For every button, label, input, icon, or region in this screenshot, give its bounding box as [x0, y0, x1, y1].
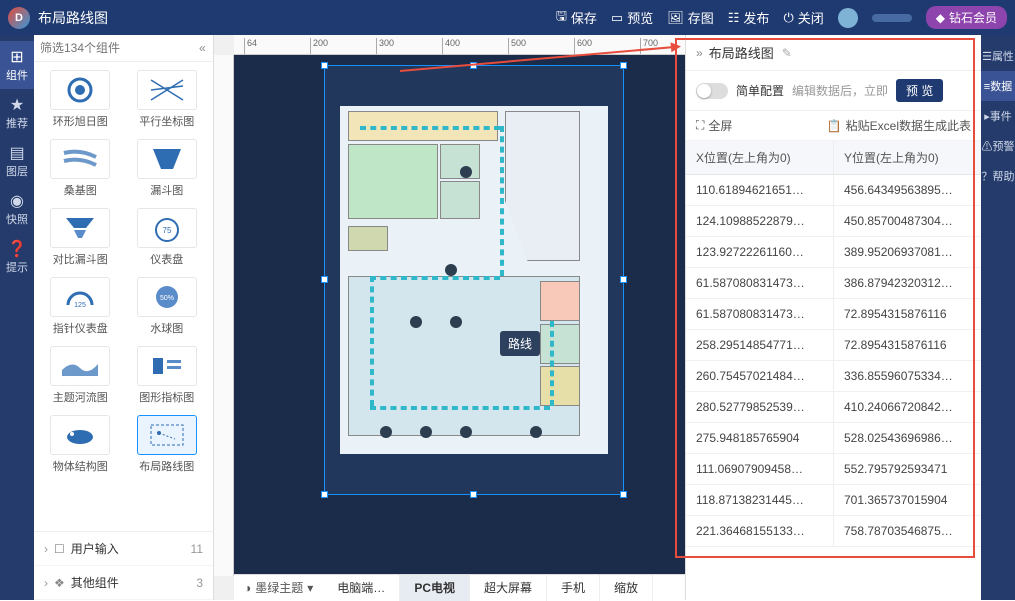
component-水球图[interactable]: 50%水球图	[125, 273, 210, 340]
device-tab-PC电视[interactable]: PC电视	[400, 575, 470, 601]
category-list: ›☐用户输入11›❖其他组件3	[34, 531, 213, 600]
toolbar-actions: 🖫 保存 ▭ 预览 🖼 存图 ☷ 发布 ⏻ 关闭 ◆ 钻石会员	[556, 6, 1007, 29]
svg-text:50%: 50%	[160, 295, 174, 302]
table-row[interactable]: 124.10988522879…450.85700487304…	[686, 206, 981, 237]
collapse-props-icon[interactable]: »	[696, 46, 703, 60]
component-图形指标图[interactable]: 图形指标图	[125, 342, 210, 409]
leftrail-推荐[interactable]: ★推荐	[0, 89, 34, 137]
filter-input[interactable]	[40, 41, 195, 55]
leftrail-快照[interactable]: ◉快照	[0, 185, 34, 233]
left-nav-rail: ⊞组件★推荐▤图层◉快照❓提示	[0, 35, 34, 600]
edit-title-icon[interactable]: ✎	[782, 46, 792, 60]
device-tab-bar: ◑ 墨绿主题 ▾ 电脑端…PC电视超大屏幕手机缩放	[234, 574, 685, 600]
right-nav-rail: ☰属性≡数据▸事件⚠预警？帮助	[981, 35, 1015, 600]
rightrail-属性[interactable]: ☰属性	[981, 41, 1015, 71]
table-row[interactable]: 123.92722261160…389.95206937081…	[686, 237, 981, 268]
table-row[interactable]: 61.587080831473…386.87942320312…	[686, 268, 981, 299]
preview-button[interactable]: ▭ 预览	[611, 8, 653, 27]
table-row[interactable]: 118.87138231445…701.365737015904	[686, 485, 981, 516]
device-tab-电脑端…[interactable]: 电脑端…	[323, 575, 400, 601]
rightrail-预警[interactable]: ⚠预警	[981, 131, 1015, 161]
table-row[interactable]: 260.75457021484…336.85596075334…	[686, 361, 981, 392]
category-其他组件[interactable]: ›❖其他组件3	[34, 566, 213, 600]
leftrail-提示[interactable]: ❓提示	[0, 233, 34, 281]
top-toolbar: D 布局路线图 🖫 保存 ▭ 预览 🖼 存图 ☷ 发布 ⏻ 关闭 ◆ 钻石会员	[0, 0, 1015, 35]
component-环形旭日图[interactable]: 环形旭日图	[38, 66, 123, 133]
collapse-panel-icon[interactable]: «	[195, 41, 210, 55]
table-row[interactable]: 111.06907909458…552.795792593471	[686, 454, 981, 485]
table-row[interactable]: 221.36468155133…758.78703546875…	[686, 516, 981, 547]
properties-panel: » 布局路线图 ✎ 简单配置 编辑数据后，立即 预 览 ⛶ 全屏 📋 粘贴Exc…	[685, 35, 981, 600]
rightrail-事件[interactable]: ▸事件	[981, 101, 1015, 131]
rightrail-数据[interactable]: ≡数据	[981, 71, 1015, 101]
svg-text:75: 75	[162, 226, 171, 235]
avatar[interactable]	[838, 8, 858, 28]
username-placeholder	[872, 14, 912, 22]
table-row[interactable]: 110.61894621651…456.64349563895…	[686, 175, 981, 206]
component-对比漏斗图[interactable]: 对比漏斗图	[38, 204, 123, 271]
component-漏斗图[interactable]: 漏斗图	[125, 135, 210, 202]
table-row[interactable]: 280.52779852539…410.24066720842…	[686, 392, 981, 423]
component-平行坐标图[interactable]: 平行坐标图	[125, 66, 210, 133]
props-title: 布局路线图	[709, 43, 774, 62]
leftrail-图层[interactable]: ▤图层	[0, 137, 34, 185]
config-hint: 编辑数据后，立即	[792, 82, 888, 99]
app-logo: D	[8, 7, 30, 29]
route-tooltip: 路线	[500, 331, 540, 356]
col-header-x[interactable]: X位置(左上角为0)	[686, 141, 834, 175]
component-指针仪表盘[interactable]: 125指针仪表盘	[38, 273, 123, 340]
toggle-label: 简单配置	[736, 82, 784, 99]
leftrail-组件[interactable]: ⊞组件	[0, 41, 34, 89]
component-桑基图[interactable]: 桑基图	[38, 135, 123, 202]
category-用户输入[interactable]: ›☐用户输入11	[34, 532, 213, 566]
component-filter: «	[34, 35, 213, 62]
device-tab-缩放[interactable]: 缩放	[600, 575, 653, 601]
simple-config-toggle[interactable]	[696, 83, 728, 99]
component-grid: 环形旭日图平行坐标图桑基图漏斗图对比漏斗图75仪表盘125指针仪表盘50%水球图…	[34, 62, 213, 531]
component-布局路线图[interactable]: 布局路线图	[125, 411, 210, 478]
device-tab-超大屏幕[interactable]: 超大屏幕	[470, 575, 547, 601]
table-row[interactable]: 258.29514854771…72.8954315876116	[686, 330, 981, 361]
saveimg-button[interactable]: 🖼 存图	[667, 8, 714, 27]
artboard[interactable]: 路线	[324, 65, 624, 495]
table-row[interactable]: 61.587080831473…72.8954315876116	[686, 299, 981, 330]
ruler-vertical	[214, 55, 234, 576]
page-title: 布局路线图	[38, 8, 108, 28]
component-主题河流图[interactable]: 主题河流图	[38, 342, 123, 409]
component-panel: « 环形旭日图平行坐标图桑基图漏斗图对比漏斗图75仪表盘125指针仪表盘50%水…	[34, 35, 214, 600]
component-仪表盘[interactable]: 75仪表盘	[125, 204, 210, 271]
device-tab-手机[interactable]: 手机	[547, 575, 600, 601]
paste-excel-link[interactable]: 📋 粘贴Excel数据生成此表	[827, 117, 971, 134]
component-物体结构图[interactable]: 物体结构图	[38, 411, 123, 478]
data-table: X位置(左上角为0) Y位置(左上角为0) 110.61894621651…45…	[686, 141, 981, 600]
floorplan: 路线	[340, 106, 608, 454]
theme-selector[interactable]: ◑ 墨绿主题 ▾	[234, 579, 323, 596]
svg-text:125: 125	[74, 302, 86, 309]
col-header-y[interactable]: Y位置(左上角为0)	[834, 141, 982, 175]
close-button[interactable]: ⏻ 关闭	[783, 8, 823, 27]
canvas-stage[interactable]: 路线	[234, 55, 685, 574]
preview-data-button[interactable]: 预 览	[896, 79, 943, 102]
table-row[interactable]: 275.948185765904528.02543696986…	[686, 423, 981, 454]
fullscreen-link[interactable]: ⛶ 全屏	[696, 117, 732, 134]
publish-button[interactable]: ☷ 发布	[728, 8, 770, 27]
vip-badge[interactable]: ◆ 钻石会员	[926, 6, 1007, 29]
rightrail-帮助[interactable]: ？帮助	[981, 161, 1015, 191]
canvas-area: 64200300400500600700 路线 ◑ 墨绿主题 ▾ 电脑端…PC电…	[214, 35, 685, 600]
save-button[interactable]: 🖫 保存	[556, 7, 597, 29]
